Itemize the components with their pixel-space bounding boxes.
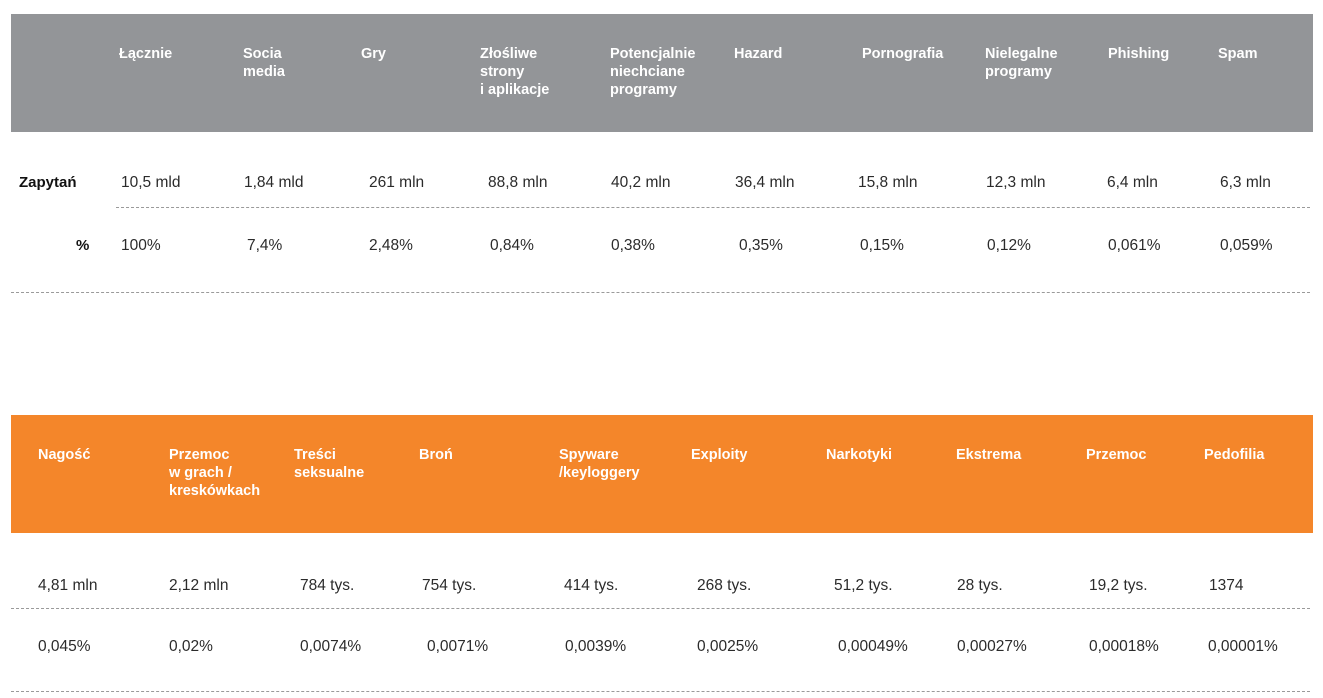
- table1-cell: 6,3 mln: [1220, 174, 1271, 191]
- table1-cell: 0,061%: [1108, 237, 1161, 254]
- table2-header-cell: Nagość: [38, 447, 91, 463]
- table1-cell: 0,84%: [490, 237, 534, 254]
- table2-cell: 784 tys.: [300, 577, 355, 594]
- table1-header-cell: Socia media: [243, 46, 285, 80]
- table2-header-cell: Treści seksualne: [294, 447, 365, 481]
- table1-header-cell: Złośliwe strony i aplikacje: [480, 46, 550, 98]
- table2-cell: 0,0071%: [427, 638, 489, 655]
- row-label-queries: Zapytań: [19, 174, 77, 191]
- table1-cell: 0,059%: [1220, 237, 1273, 254]
- table1-cell: 0,15%: [860, 237, 904, 254]
- table1-cell: 6,4 mln: [1107, 174, 1158, 191]
- table2-cell: 0,0039%: [565, 638, 627, 655]
- table1-header-bar: Łącznie Socia media Gry Złośliwe strony …: [11, 14, 1313, 132]
- table1-header-cell: Spam: [1218, 46, 1258, 62]
- table1-cell: 15,8 mln: [858, 174, 918, 191]
- table1-header-cell: Phishing: [1108, 46, 1170, 62]
- table2-header-cell: Ekstrema: [956, 447, 1022, 463]
- table2-header-cell: Spyware /keyloggery: [559, 447, 640, 481]
- table1-cell: 261 mln: [369, 174, 425, 191]
- row-divider: [11, 608, 1310, 609]
- row-label-percent: %: [76, 237, 90, 254]
- table2-header-cell: Przemoc: [1086, 447, 1147, 463]
- table1-header-cell: Łącznie: [119, 46, 173, 62]
- table2-cell: 1374: [1209, 577, 1244, 594]
- table1-cell: 0,35%: [739, 237, 783, 254]
- table-divider: [11, 691, 1310, 692]
- table1-cell: 0,38%: [611, 237, 655, 254]
- table1-cell: 36,4 mln: [735, 174, 795, 191]
- table1-cell: 12,3 mln: [986, 174, 1046, 191]
- table2-header-cell: Exploity: [691, 447, 748, 463]
- table1-cell: 2,48%: [369, 237, 413, 254]
- table2-cell: 414 tys.: [564, 577, 619, 594]
- table1-cell: 7,4%: [247, 237, 283, 254]
- table1-header-cell: Pornografia: [862, 46, 944, 62]
- table2-header-cell: Przemoc w grach / kreskówkach: [169, 447, 261, 499]
- table1-cell: 40,2 mln: [611, 174, 671, 191]
- table2-header-bar: Nagość Przemoc w grach / kreskówkach Tre…: [11, 415, 1313, 533]
- table2-header-cell: Pedofilia: [1204, 447, 1265, 463]
- table1-cell: 1,84 mld: [244, 174, 304, 191]
- table1-cell: 10,5 mld: [121, 174, 181, 191]
- table2-cell: 0,00049%: [838, 638, 908, 655]
- table1-cell: 0,12%: [987, 237, 1031, 254]
- table1-header-cell: Gry: [361, 46, 386, 62]
- table1-cell: 100%: [121, 237, 161, 254]
- table1-header-cell: Hazard: [734, 46, 783, 62]
- row-divider: [116, 207, 1310, 208]
- table2-cell: 754 tys.: [422, 577, 477, 594]
- table1-header-cell: Potencjalnie niechciane programy: [610, 46, 696, 98]
- table1-cell: 88,8 mln: [488, 174, 548, 191]
- table2-cell: 51,2 tys.: [834, 577, 893, 594]
- table2-cell: 268 tys.: [697, 577, 752, 594]
- table2-cell: 2,12 mln: [169, 577, 229, 594]
- table2-cell: 0,0074%: [300, 638, 362, 655]
- table2-header-cell: Broń: [419, 447, 453, 463]
- table1-header-cell: Nielegalne programy: [985, 46, 1058, 80]
- table2-cell: 4,81 mln: [38, 577, 98, 594]
- table2-cell: 0,02%: [169, 638, 213, 655]
- table2-cell: 0,00001%: [1208, 638, 1278, 655]
- table-divider: [11, 292, 1310, 293]
- table2-header-cell: Narkotyki: [826, 447, 893, 463]
- table2-cell: 0,00018%: [1089, 638, 1159, 655]
- table2-cell: 19,2 tys.: [1089, 577, 1148, 594]
- table2-cell: 28 tys.: [957, 577, 1003, 594]
- table2-cell: 0,0025%: [697, 638, 759, 655]
- table2-cell: 0,00027%: [957, 638, 1027, 655]
- table2-cell: 0,045%: [38, 638, 91, 655]
